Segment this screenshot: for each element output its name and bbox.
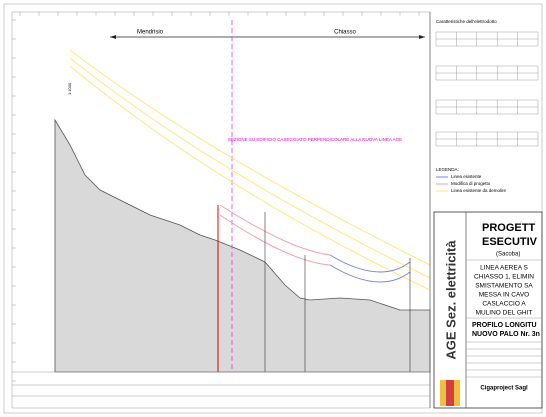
legend-item: Modifica di progetto: [451, 181, 491, 186]
sheet-frame: [3, 3, 543, 414]
conductor-modified: [219, 214, 331, 266]
legend-title: LEGENDA:: [436, 167, 459, 172]
conductor-existing-demolish: [69, 65, 431, 291]
heading-line: (Sacoba): [496, 252, 520, 258]
direction-left: Mendrisio: [137, 30, 164, 36]
legend-item: Linea esistente da demolire: [451, 188, 507, 193]
description-line: MULINO DEL GHIT: [476, 310, 533, 317]
description-line: MESSA IN CAVO: [479, 292, 529, 299]
description-line: SMISTAMENTO SA: [475, 283, 533, 290]
drawing-title: PROFILO LONGITU: [472, 322, 537, 329]
conductor-existing: [329, 264, 411, 283]
drawing-title: NUOVO PALO Nr. 3n: [472, 331, 540, 338]
conductor-existing-demolish: [69, 57, 431, 279]
description-line: CASLACCIO A: [482, 301, 526, 308]
direction-right: Chiasso: [334, 30, 356, 36]
scale-label: 1:1000: [67, 82, 72, 95]
company-name: AGE Sez. elettricità: [443, 240, 458, 360]
panel-title: Caratteristiche dell'elettrodotto: [436, 19, 497, 24]
title-block: [433, 211, 543, 409]
heading-line: PROGETT: [482, 222, 535, 234]
conductor-existing: [329, 254, 411, 273]
description-line: LINEA AEREA S: [480, 265, 528, 272]
section-note: SEZIONE SU EDIFICIO CASEGGIATO PERPENDIC…: [228, 137, 402, 142]
legend-item: Linea esistente: [451, 174, 482, 179]
conductor-modified: [219, 204, 331, 256]
top-ruler: [12, 12, 420, 382]
conductor-existing-demolish: [69, 49, 431, 266]
characteristics-tables: [435, 31, 539, 147]
logo: [446, 380, 454, 406]
heading-line: ESECUTIV: [482, 236, 538, 248]
firm-name: Cigaproject Sagl: [480, 386, 528, 392]
description-line: CHIASSO 1, ELIMIN: [474, 274, 534, 281]
